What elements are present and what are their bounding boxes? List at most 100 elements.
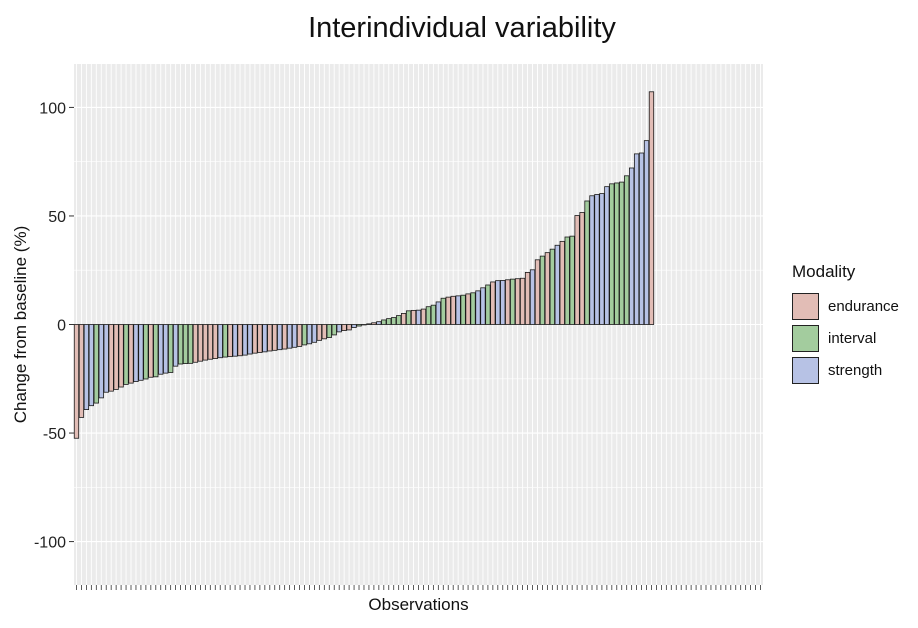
bar-strength: [529, 269, 536, 325]
bar-endurance: [519, 277, 526, 325]
chart-title: Interindividual variability: [308, 12, 616, 44]
legend: Modality endurance interval strength: [792, 262, 899, 386]
bar-interval: [381, 319, 387, 325]
y-tick-label: -50: [43, 426, 66, 443]
bar-endurance: [574, 215, 580, 325]
bar-strength: [172, 324, 179, 367]
bar-endurance: [118, 324, 124, 388]
bar-strength: [599, 193, 605, 325]
bar-endurance: [316, 324, 322, 341]
bar-interval: [386, 318, 392, 325]
bar-endurance: [113, 324, 119, 390]
bar-endurance: [257, 324, 263, 353]
y-tick-label: 50: [48, 209, 66, 226]
bar-endurance: [237, 324, 243, 357]
bar-endurance: [559, 240, 565, 325]
bar-endurance: [227, 324, 233, 358]
bar-interval: [584, 200, 590, 325]
bar-strength: [376, 321, 382, 325]
bar-strength: [554, 244, 560, 325]
bar-interval: [470, 292, 476, 325]
bar-interval: [301, 324, 308, 346]
bar-interval: [391, 317, 397, 325]
bar-endurance: [108, 324, 114, 392]
bar-interval: [356, 324, 362, 327]
legend-swatch-endurance: [792, 292, 819, 320]
bar-interval: [396, 315, 402, 325]
bar-endurance: [252, 324, 258, 354]
bar-endurance: [490, 281, 496, 325]
bar-interval: [143, 324, 149, 380]
bar-interval: [405, 310, 412, 325]
bar-endurance: [202, 324, 208, 361]
bar-interval: [182, 324, 189, 364]
bar-strength: [277, 324, 283, 351]
bar-interval: [485, 284, 491, 325]
bar-strength: [311, 324, 318, 343]
bar-interval: [549, 248, 555, 325]
bar-strength: [217, 324, 223, 359]
bar-interval: [564, 236, 570, 325]
bar-endurance: [197, 324, 204, 362]
bar-interval: [510, 278, 516, 325]
axes: -100 -50 0 50 100: [34, 100, 761, 590]
bar-endurance: [212, 324, 218, 359]
bar-interval: [331, 324, 337, 336]
bar-strength: [247, 324, 253, 355]
bar-interval: [153, 324, 159, 378]
y-tick-label: 100: [39, 100, 66, 117]
bar-strength: [163, 324, 169, 374]
bar-endurance: [272, 324, 278, 351]
bar-endurance: [515, 278, 521, 325]
bar-strength: [262, 324, 268, 353]
bar-endurance: [346, 324, 352, 331]
bar-strength: [83, 324, 90, 410]
bar-strength: [232, 324, 238, 357]
bar-endurance: [73, 324, 80, 439]
bar-endurance: [544, 252, 551, 325]
bar-interval: [177, 324, 184, 365]
y-tick-label: -100: [34, 535, 66, 552]
bar-endurance: [524, 271, 531, 325]
bar-strength: [604, 186, 610, 325]
bar-endurance: [128, 324, 134, 384]
y-tick-label: 0: [57, 318, 66, 335]
bar-strength: [480, 287, 486, 325]
legend-title: Modality: [792, 262, 856, 281]
bar-interval: [440, 297, 446, 325]
bar-endurance: [282, 324, 288, 350]
bar-endurance: [148, 324, 154, 378]
bar-strength: [336, 324, 342, 333]
bar-strength: [594, 194, 600, 325]
bar-strength: [475, 290, 481, 325]
bar-strength: [103, 324, 109, 393]
bar-interval: [460, 294, 466, 325]
bar-endurance: [78, 324, 85, 418]
bars: [73, 91, 655, 439]
bar-endurance: [296, 324, 303, 347]
bar-strength: [495, 280, 501, 325]
bar-endurance: [450, 295, 456, 325]
bar-strength: [643, 140, 650, 325]
bar-strength: [633, 153, 640, 325]
bar-endurance: [579, 212, 585, 325]
legend-swatch-interval: [792, 324, 819, 352]
bar-endurance: [267, 324, 273, 352]
bar-strength: [435, 301, 441, 325]
bar-interval: [168, 324, 174, 373]
bar-interval: [624, 175, 630, 325]
bar-interval: [614, 182, 620, 325]
bar-interval: [222, 324, 228, 358]
bar-strength: [98, 324, 104, 399]
bar-interval: [619, 181, 625, 325]
x-axis-title: Observations: [368, 595, 468, 614]
bar-interval: [123, 324, 129, 385]
bar-strength: [415, 309, 422, 325]
bar-strength: [158, 324, 164, 375]
legend-swatch-strength: [792, 356, 819, 384]
bar-interval: [569, 235, 575, 325]
legend-label-strength: strength: [828, 361, 883, 379]
bar-interval: [539, 255, 546, 325]
bar-interval: [430, 304, 437, 325]
